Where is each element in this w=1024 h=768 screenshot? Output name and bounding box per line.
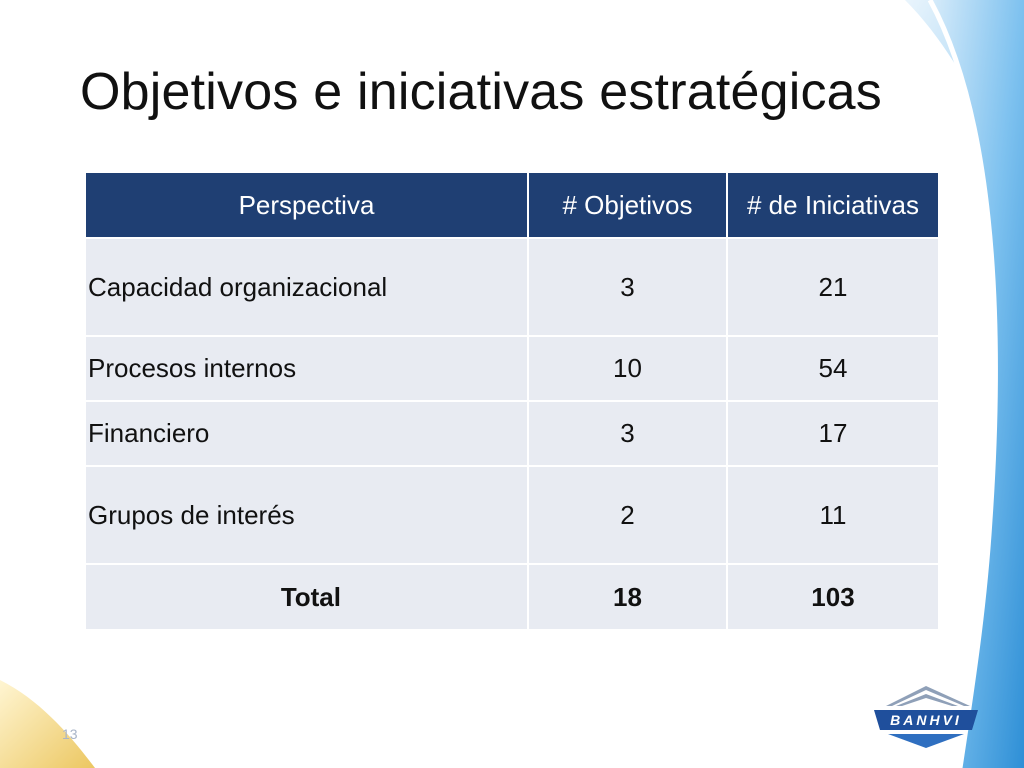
header-perspectiva: Perspectiva — [86, 173, 529, 238]
logo-text: BANHVI — [890, 712, 962, 728]
logo-roof-stripe — [896, 694, 958, 706]
table-header-row: Perspectiva # Objetivos # de Iniciativas — [86, 173, 938, 238]
cell-iniciativas: 11 — [727, 465, 938, 564]
white-curve-line — [927, 0, 998, 768]
cell-perspectiva: Financiero — [86, 400, 529, 466]
gold-corner-decoration — [0, 680, 95, 768]
cell-iniciativas: 17 — [727, 400, 938, 466]
cell-objetivos: 10 — [528, 335, 728, 401]
cell-perspectiva: Grupos de interés — [86, 465, 529, 564]
banhvi-logo: BANHVI — [874, 686, 978, 748]
cell-iniciativas: 21 — [727, 237, 938, 336]
cell-objetivos: 3 — [528, 237, 728, 336]
table-row: Financiero 3 17 — [86, 400, 938, 466]
header-objetivos: # Objetivos — [528, 173, 728, 238]
cell-perspectiva: Capacidad organizacional — [86, 237, 529, 336]
cell-objetivos: 3 — [528, 400, 728, 466]
cell-iniciativas: 54 — [727, 335, 938, 401]
logo-roof-icon — [886, 686, 970, 706]
table-total-row: Total 18 103 — [86, 563, 938, 629]
logo-base — [888, 734, 964, 748]
table-row: Grupos de interés 2 11 — [86, 465, 938, 564]
blue-curve-decoration — [930, 0, 1024, 768]
cell-objetivos: 2 — [528, 465, 728, 564]
objectives-table: Perspectiva # Objetivos # de Iniciativas… — [86, 173, 938, 629]
logo-band — [874, 710, 978, 730]
cell-total-label: Total — [86, 563, 529, 629]
slide-title: Objetivos e iniciativas estratégicas — [80, 63, 883, 121]
table-row: Capacidad organizacional 3 21 — [86, 237, 938, 336]
cell-perspectiva: Procesos internos — [86, 335, 529, 401]
cell-total-objetivos: 18 — [528, 563, 728, 629]
page-number: 13 — [62, 726, 78, 742]
header-iniciativas: # de Iniciativas — [727, 173, 938, 238]
cell-total-iniciativas: 103 — [727, 563, 938, 629]
table-row: Procesos internos 10 54 — [86, 335, 938, 401]
